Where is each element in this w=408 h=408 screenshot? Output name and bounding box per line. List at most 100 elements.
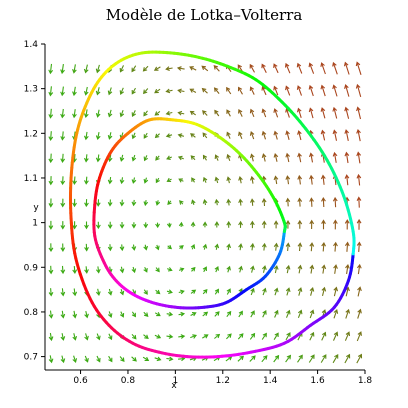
field-arrow	[143, 155, 148, 162]
field-arrow	[48, 310, 54, 319]
field-arrow	[165, 88, 173, 94]
field-arrow	[274, 309, 279, 318]
field-arrow	[285, 309, 291, 318]
field-arrow	[165, 110, 173, 116]
field-arrow	[226, 153, 231, 161]
field-arrow	[179, 200, 184, 205]
field-arrow	[320, 107, 326, 119]
field-arrow	[108, 355, 113, 363]
field-arrow	[273, 130, 279, 140]
field-arrow	[273, 332, 279, 340]
field-arrow	[332, 106, 338, 119]
field-arrow	[48, 220, 54, 230]
field-arrow	[191, 266, 196, 272]
field-arrow	[320, 62, 326, 75]
field-arrow	[48, 63, 54, 75]
field-arrow	[83, 109, 89, 119]
field-arrow	[333, 264, 338, 274]
field-arrow	[309, 331, 315, 341]
field-arrow	[167, 200, 172, 206]
field-arrow	[355, 61, 362, 75]
field-arrow	[166, 356, 174, 362]
field-arrow	[60, 288, 66, 297]
field-arrow	[333, 241, 338, 252]
field-arrow	[238, 176, 243, 184]
field-arrow	[309, 197, 314, 207]
field-arrow	[356, 353, 363, 364]
field-arrow	[72, 266, 78, 274]
field-arrow	[238, 198, 243, 206]
field-arrow	[131, 311, 136, 318]
field-arrow	[190, 289, 197, 294]
field-arrow	[249, 153, 255, 162]
field-arrow	[60, 108, 66, 119]
field-arrow	[309, 219, 315, 230]
field-arrow	[131, 199, 137, 207]
field-arrow	[177, 110, 185, 116]
field-arrow	[60, 355, 66, 364]
field-arrow	[190, 221, 196, 228]
field-arrow	[332, 353, 339, 364]
trajectories	[68, 50, 356, 359]
field-arrow	[273, 175, 279, 185]
field-arrow	[238, 310, 243, 318]
field-arrow	[214, 311, 220, 317]
field-arrow	[320, 174, 326, 185]
field-arrow	[214, 109, 220, 117]
field-arrow	[107, 288, 113, 296]
field-arrow	[48, 355, 54, 364]
field-arrow	[273, 85, 279, 96]
field-arrow	[84, 333, 89, 341]
field-arrow	[285, 332, 291, 341]
field-arrow	[261, 63, 267, 73]
field-arrow	[357, 286, 362, 297]
field-arrow	[119, 311, 125, 318]
field-arrow	[214, 333, 221, 339]
field-arrow	[213, 87, 220, 94]
field-arrow	[119, 177, 125, 185]
field-arrow	[355, 83, 362, 98]
y-tick-label: 1.1	[24, 174, 38, 184]
field-arrow	[214, 266, 219, 273]
field-arrow	[143, 177, 149, 184]
field-arrow	[96, 333, 101, 341]
field-arrow	[166, 289, 173, 295]
field-arrow	[119, 65, 124, 73]
field-arrow	[297, 309, 303, 319]
field-arrow	[321, 219, 326, 230]
field-arrow	[261, 130, 267, 140]
field-arrow	[202, 311, 209, 317]
field-arrow	[356, 331, 362, 342]
field-arrow	[226, 333, 232, 340]
field-arrow	[226, 86, 232, 95]
x-axis-label: x	[171, 381, 177, 391]
field-arrow	[84, 310, 89, 319]
field-arrow	[72, 198, 77, 208]
field-arrow	[119, 289, 125, 296]
field-arrow	[214, 176, 220, 184]
field-arrow	[261, 332, 267, 340]
y-tick-label: 1.4	[24, 40, 39, 50]
field-arrow	[154, 110, 161, 116]
field-arrow	[332, 151, 338, 163]
field-arrow	[166, 334, 174, 339]
field-arrow	[332, 196, 338, 208]
field-arrow	[107, 244, 113, 252]
field-arrow	[84, 199, 89, 208]
field-arrow	[250, 198, 255, 206]
x-tick-label: 1.2	[216, 376, 230, 386]
field-arrow	[176, 66, 185, 71]
field-arrow	[167, 244, 173, 250]
field-arrow	[332, 129, 338, 141]
field-arrow	[60, 153, 66, 163]
field-arrow	[119, 221, 125, 229]
field-arrow	[321, 197, 326, 208]
field-arrow	[166, 155, 172, 160]
field-arrow	[131, 65, 137, 73]
field-arrow	[84, 221, 89, 230]
field-arrow	[332, 61, 338, 75]
field-arrow	[273, 242, 279, 251]
x-tick-label: 0.8	[121, 376, 136, 386]
field-arrow	[48, 243, 54, 253]
